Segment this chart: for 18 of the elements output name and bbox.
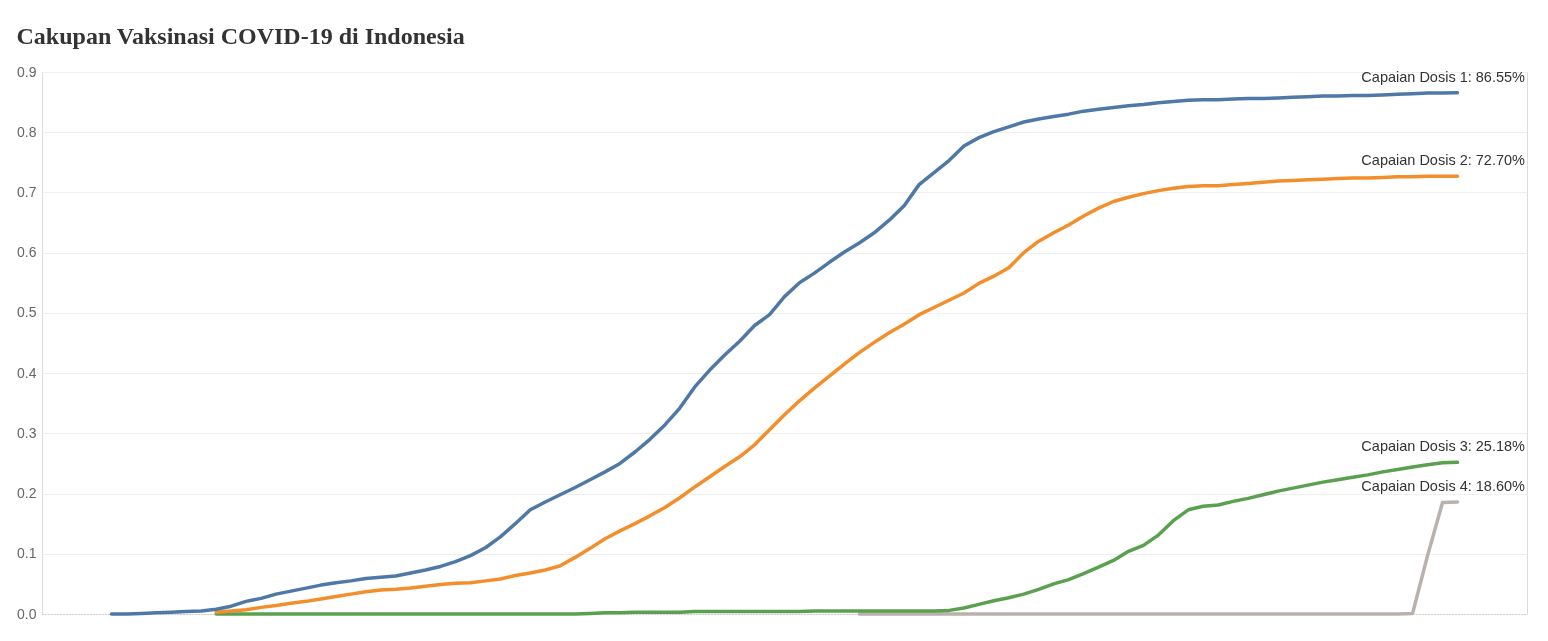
y-tick-label: 0.2 bbox=[17, 485, 37, 502]
chart-title: Cakupan Vaksinasi COVID-19 di Indonesia bbox=[16, 23, 465, 49]
y-tick-label: 0.0 bbox=[17, 605, 37, 622]
y-tick-label: 0.3 bbox=[17, 424, 37, 441]
annotation: Capaian Dosis 1: 86.55% bbox=[1361, 68, 1526, 85]
y-tick-label: 0.4 bbox=[17, 364, 37, 381]
annotation: Capaian Dosis 2: 72.70% bbox=[1361, 152, 1526, 169]
annotation: Capaian Dosis 3: 25.18% bbox=[1361, 438, 1526, 455]
line-series bbox=[214, 174, 1460, 614]
y-tick-label: 0.5 bbox=[17, 304, 37, 321]
y-tick-label: 0.7 bbox=[17, 183, 37, 200]
line-series bbox=[214, 460, 1460, 616]
y-tick-label: 0.9 bbox=[17, 63, 37, 80]
y-tick-label: 0.1 bbox=[17, 545, 37, 562]
y-tick-label: 0.6 bbox=[17, 244, 37, 261]
annotation: Capaian Dosis 4: 18.60% bbox=[1361, 477, 1526, 494]
line-series bbox=[109, 91, 1460, 616]
y-tick-label: 0.8 bbox=[17, 123, 37, 140]
